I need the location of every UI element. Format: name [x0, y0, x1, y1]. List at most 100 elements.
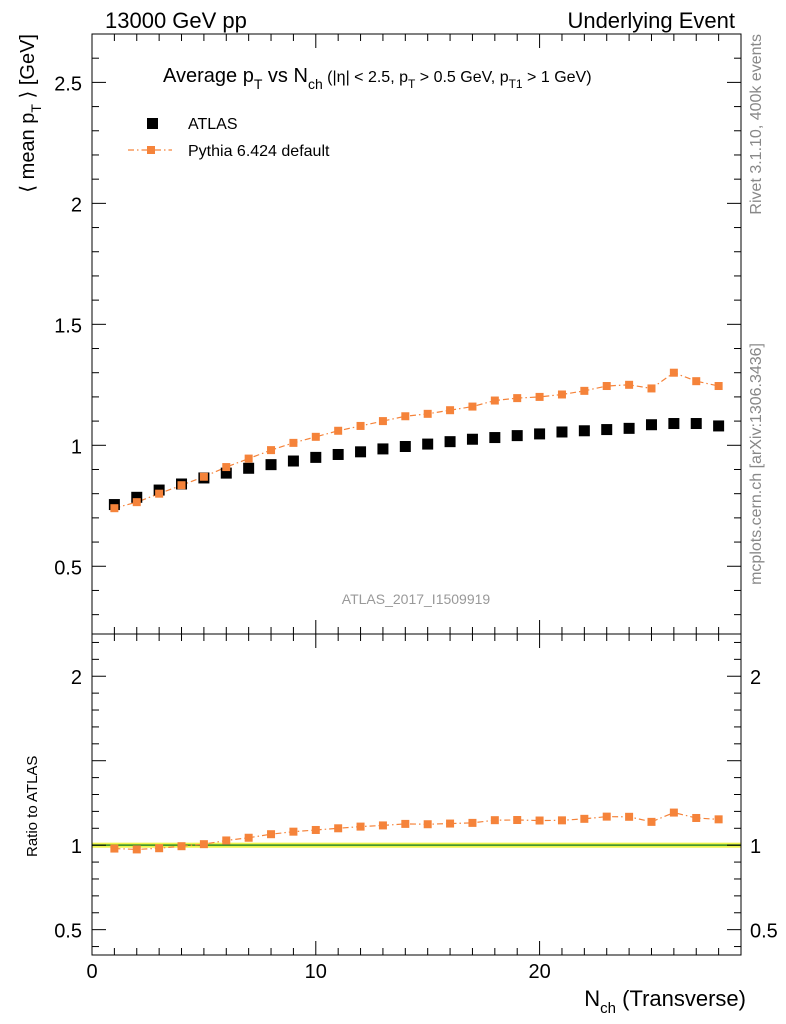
main-y-tick-labels: 0.5 1 1.5 2 2.5: [54, 73, 82, 579]
ratio-pythia-point: [714, 815, 723, 824]
pythia-point: [714, 382, 723, 391]
atlas-point: [422, 438, 434, 450]
pythia-point: [490, 396, 499, 405]
atlas-point: [489, 432, 501, 444]
atlas-point: [287, 455, 299, 467]
pythia-line: [114, 372, 719, 509]
ratio-y-tick-label-left: 0.5: [54, 921, 82, 943]
ratio-pythia-point: [401, 819, 410, 828]
pythia-point: [625, 380, 634, 389]
ratio-pythia-point: [557, 816, 566, 825]
pythia-point: [132, 498, 141, 507]
pythia-point: [468, 402, 477, 411]
atlas-point: [310, 451, 322, 463]
ratio-y-tick-label-right: 1: [750, 836, 761, 858]
ratio-pythia-point: [244, 833, 253, 842]
atlas-point: [713, 420, 725, 432]
legend: ATLAS Pythia 6.424 default: [128, 116, 330, 160]
pythia-point: [513, 394, 522, 403]
ratio-pythia-point: [155, 844, 164, 853]
pythia-point: [692, 377, 701, 386]
ratio-pythia-point: [334, 824, 343, 833]
pythia-point: [177, 481, 186, 490]
ratio-pythia-point: [177, 842, 186, 851]
pythia-point: [580, 386, 589, 395]
legend-pythia-marker: [147, 146, 155, 154]
y-tick-label: 0.5: [54, 557, 82, 579]
ratio-pythia-line: [114, 811, 719, 851]
x-tick-label: 10: [305, 961, 327, 983]
header-right: Underlying Event: [567, 8, 735, 33]
pythia-point: [378, 417, 387, 426]
y-tick-label: 1.5: [54, 315, 82, 337]
pythia-point: [535, 392, 544, 401]
pythia-point: [311, 432, 320, 441]
ratio-ticks: [91, 634, 742, 955]
atlas-point: [131, 491, 143, 503]
atlas-point: [265, 459, 277, 471]
pythia-point: [446, 406, 455, 415]
pythia-point: [244, 454, 253, 463]
pythia-point: [356, 421, 365, 430]
ratio-x-tick-labels: 0 10 20: [86, 961, 550, 983]
rivet-label: Rivet 3.1.10, 400k events: [748, 34, 765, 215]
pythia-point: [289, 438, 298, 447]
ratio-y-tick-label-right: 2: [750, 667, 761, 689]
ratio-panel: 0.5 0.5 1 1 2 2 0 10 20 Ratio to ATLAS Nch (Tra…: [24, 633, 778, 1017]
pythia-point: [423, 409, 432, 418]
atlas-point: [578, 425, 590, 437]
main-y-axis-label: ⟨ mean pT ⟩ [GeV]: [17, 34, 44, 193]
pythia-point: [669, 368, 678, 377]
x-axis-label: Nch (Transverse): [584, 986, 746, 1017]
y-tick-label: 2.5: [54, 73, 82, 95]
ratio-pythia-point: [692, 813, 701, 822]
atlas-point: [668, 418, 680, 430]
pythia-point: [557, 390, 566, 399]
ratio-pythia-point: [311, 825, 320, 834]
x-tick-label: 20: [528, 961, 550, 983]
atlas-point: [377, 443, 389, 455]
y-tick-label: 2: [71, 194, 82, 216]
ratio-pythia-point: [490, 816, 499, 825]
mcplots-label: mcplots.cern.ch [arXiv:1306.3436]: [748, 343, 765, 585]
atlas-point: [623, 422, 635, 434]
atlas-point: [511, 430, 523, 442]
ratio-pythia-point: [446, 819, 455, 828]
header-left: 13000 GeV pp: [105, 8, 247, 33]
pythia-point: [602, 382, 611, 391]
atlas-point: [645, 419, 657, 431]
ratio-pythia-point: [267, 830, 276, 839]
main-title: Average pT vs Nch (|η| < 2.5, pT > 0.5 G…: [163, 65, 592, 92]
ratio-pythia-point: [513, 816, 522, 825]
legend-atlas-marker: [147, 118, 158, 129]
pythia-point: [334, 426, 343, 435]
main-ticks: [91, 33, 742, 634]
atlas-point: [444, 436, 456, 448]
y-tick-label: 1: [71, 436, 82, 458]
legend-atlas-label: ATLAS: [188, 116, 238, 133]
ratio-y-tick-label-right: 0.5: [750, 921, 778, 943]
analysis-watermark: ATLAS_2017_I1509919: [342, 591, 491, 607]
ratio-y-axis-label: Ratio to ATLAS: [24, 756, 41, 857]
atlas-point: [243, 462, 255, 474]
atlas-point: [690, 418, 702, 430]
atlas-point: [399, 441, 411, 452]
ratio-frame: [91, 633, 742, 956]
atlas-point: [601, 424, 613, 436]
ratio-series: [110, 808, 723, 854]
atlas-point: [220, 467, 232, 479]
pythia-point: [267, 446, 276, 455]
ratio-pythia-point: [110, 844, 119, 853]
pythia-point: [222, 463, 231, 472]
ratio-y-tick-label-left: 2: [71, 667, 82, 689]
ratio-pythia-point: [423, 820, 432, 829]
ratio-pythia-point: [602, 812, 611, 821]
pythia-point: [199, 472, 208, 481]
pythia-point: [155, 489, 164, 498]
atlas-point: [534, 428, 546, 440]
x-tick-label: 0: [86, 961, 97, 983]
ratio-pythia-point: [132, 845, 141, 854]
atlas-point: [332, 448, 344, 460]
pythia-point: [401, 412, 410, 421]
